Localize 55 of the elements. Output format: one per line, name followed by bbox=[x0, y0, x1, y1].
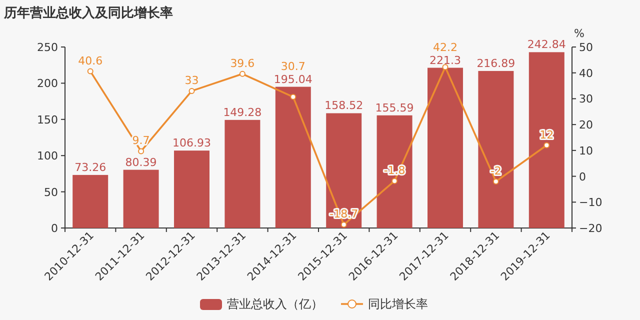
y-tick-label: 250 bbox=[37, 41, 58, 54]
bar bbox=[224, 120, 260, 228]
data-label: 106.93 bbox=[172, 136, 211, 150]
point bbox=[340, 222, 347, 228]
data-label: 73.26 bbox=[74, 160, 106, 174]
data-label: 216.89 bbox=[476, 56, 516, 70]
y2-tick-label: 30 bbox=[579, 92, 593, 106]
point bbox=[87, 68, 94, 74]
y2-tick-label: 50 bbox=[579, 41, 593, 54]
y2-tick-label: 40 bbox=[579, 66, 593, 80]
data-label: 33 bbox=[184, 74, 199, 87]
data-label: 195.04 bbox=[274, 72, 312, 86]
data-label: 42.2 bbox=[433, 40, 458, 54]
y-tick-label: 150 bbox=[37, 113, 58, 126]
bar bbox=[174, 150, 210, 228]
data-label: 12 bbox=[540, 128, 554, 142]
y-tick-label: 0 bbox=[51, 222, 58, 235]
y2-tick-label: 10 bbox=[579, 144, 593, 158]
bar bbox=[528, 52, 564, 228]
legend-label: 同比增长率 bbox=[368, 297, 428, 311]
point bbox=[392, 178, 398, 184]
y2-axis-title: % bbox=[574, 27, 584, 40]
point bbox=[442, 64, 448, 70]
y-tick-label: 100 bbox=[37, 150, 58, 163]
data-label: -2 bbox=[490, 164, 502, 178]
bar bbox=[428, 68, 463, 228]
y2-tick-label: 20 bbox=[579, 118, 593, 132]
point bbox=[138, 148, 144, 154]
data-label: 242.84 bbox=[527, 38, 566, 52]
point bbox=[239, 70, 246, 77]
point bbox=[544, 142, 550, 148]
data-label: 221.3 bbox=[430, 54, 461, 67]
data-label: 80.39 bbox=[125, 156, 157, 169]
y-tick-label: 50 bbox=[44, 186, 58, 199]
y-tick-label: 200 bbox=[37, 77, 58, 90]
point bbox=[188, 88, 195, 94]
data-label: 30.7 bbox=[280, 60, 306, 73]
data-label: 149.28 bbox=[223, 106, 262, 119]
data-label: 40.6 bbox=[78, 54, 103, 68]
bar bbox=[275, 86, 311, 228]
chart-title: 历年营业总收入及同比增长率 bbox=[3, 5, 173, 21]
y2-tick-label: −10 bbox=[579, 196, 602, 210]
y2-tick-label: −20 bbox=[579, 222, 602, 235]
data-label: 39.6 bbox=[230, 56, 255, 70]
data-label: 155.59 bbox=[375, 101, 414, 114]
bar bbox=[376, 115, 412, 228]
bar bbox=[326, 113, 362, 228]
bar bbox=[123, 170, 159, 228]
data-label: 158.52 bbox=[324, 99, 364, 112]
bar bbox=[478, 70, 514, 228]
legend-label: 营业总收入（亿） bbox=[227, 297, 323, 311]
y2-tick-label: 0 bbox=[579, 170, 586, 184]
point bbox=[492, 178, 499, 184]
bar bbox=[72, 174, 108, 228]
point bbox=[290, 94, 296, 100]
